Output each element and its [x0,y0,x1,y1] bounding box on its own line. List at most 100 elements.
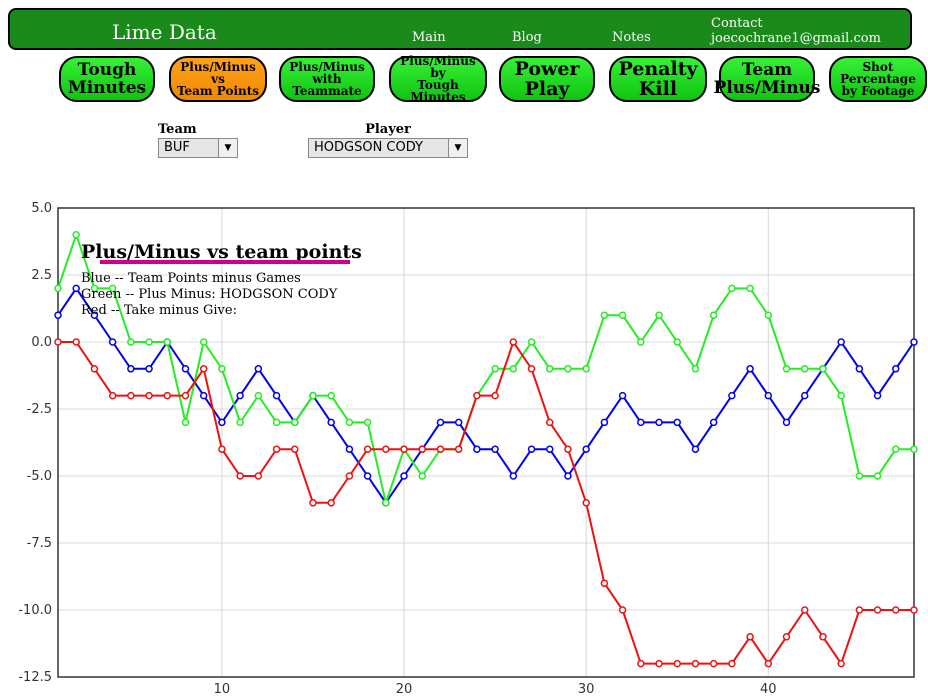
data-point [327,391,335,400]
data-point [691,365,700,373]
data-point [746,633,754,641]
data-point [655,659,663,668]
data-point [272,391,281,400]
legend-line: Blue -- Team Points minus Games [81,271,301,286]
series-line [57,231,914,507]
data-point [199,365,208,373]
tab-team-plus-minus[interactable]: Team Plus/Minus [714,56,820,102]
data-point [527,338,536,346]
data-point [800,606,809,614]
legend-line: Red -- Take minus Give: [81,303,237,318]
data-point [400,472,408,480]
tab-shot-percentage-by-footage[interactable]: Shot Percentage by Footage [829,56,927,102]
player-select[interactable]: HODGSON CODY ▼ [308,138,468,158]
tab-label: Plus/Minus by Tough Minutes [400,54,476,104]
data-point [764,659,773,668]
data-point [436,445,445,453]
player-label: Player [365,122,411,137]
data-point [254,472,263,480]
data-point [892,365,900,373]
data-point [819,365,827,373]
data-point [618,391,627,400]
plot-frame [57,207,915,678]
tab-power-play[interactable]: Power Play [499,56,595,102]
data-point [509,472,518,480]
tab-penalty-kill[interactable]: Penalty Kill [609,56,707,102]
data-point [837,338,845,346]
tab-tough-minutes[interactable]: Tough Minutes [59,56,155,102]
data-point [819,633,827,641]
data-point [618,606,627,614]
y-tick-label: -10.0 [18,603,52,618]
data-point [782,365,791,373]
tab-plus-minus-by-tough-minutes[interactable]: Plus/Minus by Tough Minutes [389,54,487,104]
tab-label: Shot Percentage by Footage [840,60,916,98]
data-point [509,365,518,373]
y-tick-label: -12.5 [18,670,52,685]
data-point [72,284,80,293]
data-point [90,311,99,319]
data-point [199,338,208,346]
data-point [910,338,918,346]
data-point [145,365,153,373]
data-point [837,391,845,400]
team-label: Team [158,122,197,137]
data-point [746,365,754,373]
data-point [363,472,372,480]
data-point [491,365,499,373]
data-point [545,445,554,453]
data-point [127,338,135,346]
data-point [272,445,281,453]
y-tick-label: -5.0 [27,469,52,484]
data-point [127,391,135,400]
data-point [637,659,645,668]
brand-logo[interactable]: Lime Data [112,20,217,44]
data-point [564,445,572,453]
data-point [90,365,99,373]
nav-link-main[interactable]: Main [412,30,446,45]
data-point [509,338,518,346]
data-point [873,391,882,400]
contact-email[interactable]: joecochrane1@gmail.com [711,31,881,46]
data-point [564,365,572,373]
data-point [254,365,263,373]
data-point [564,472,572,480]
data-point [418,472,427,480]
tab-label: Plus/Minus vs Team Points [176,60,260,98]
tab-plus-minus-vs-team-points[interactable]: Plus/Minus vs Team Points [169,56,267,102]
data-point [291,445,299,453]
tab-plus-minus-with-teammate[interactable]: Plus/Minus with Teammate [279,56,375,102]
data-point [746,284,754,293]
data-point [673,659,681,668]
data-point [473,445,481,453]
y-tick-label: -7.5 [27,536,52,551]
data-point [709,311,718,319]
data-point [382,445,390,453]
data-point [327,499,335,507]
nav-link-blog[interactable]: Blog [512,30,542,45]
chevron-down-icon[interactable]: ▼ [218,139,237,157]
data-point [327,418,335,427]
data-point [181,391,190,400]
data-point [892,445,900,453]
contact-block[interactable]: Contact joecochrane1@gmail.com [711,16,881,46]
data-point [600,579,609,587]
data-point [837,659,845,668]
chevron-down-icon[interactable]: ▼ [448,139,467,157]
data-point [218,365,226,373]
nav-link-notes[interactable]: Notes [612,30,651,45]
team-select[interactable]: BUF ▼ [158,138,238,158]
data-point [728,284,736,293]
data-point [454,418,463,427]
data-point [127,365,135,373]
data-point [363,418,372,427]
data-point [600,418,609,427]
data-point [491,445,499,453]
data-point [709,659,718,668]
data-point [54,284,62,293]
data-point [163,391,172,400]
data-point [491,391,499,400]
plus-minus-chart: 5.0 2.5 0.0 -2.5 -5.0 -7.5 -10.0 -12.5 10 20 30 40 P… [18,201,918,697]
data-point [382,499,390,507]
tab-label: Tough Minutes [67,60,147,98]
